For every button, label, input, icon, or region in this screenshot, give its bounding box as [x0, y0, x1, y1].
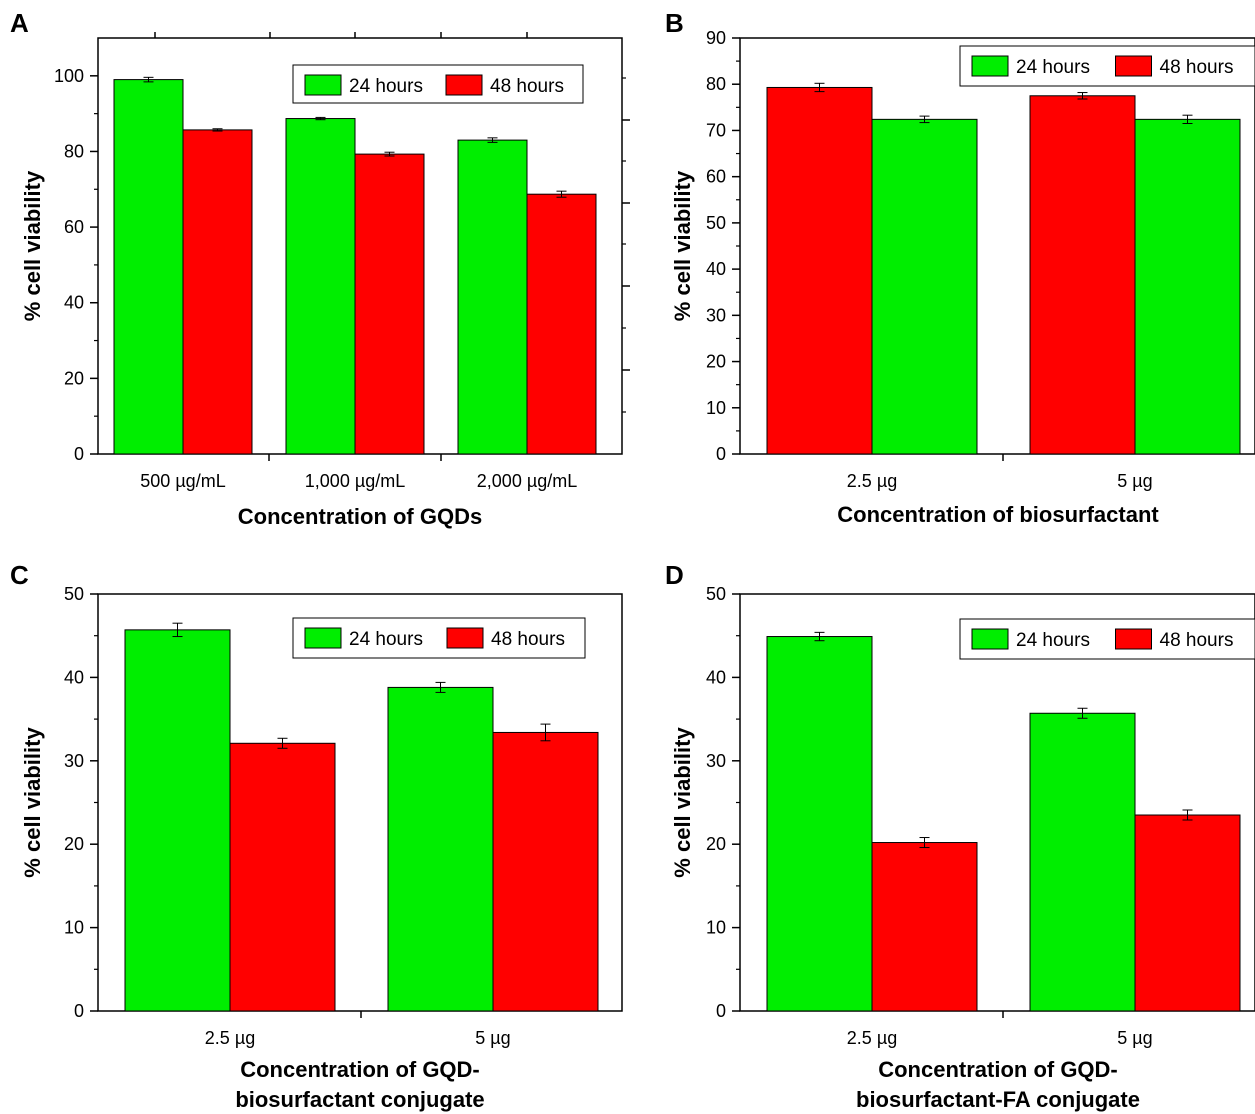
bar-48-hours-1 — [767, 87, 872, 454]
x-axis-label: Concentration of GQDs — [238, 504, 482, 529]
y-tick-label: 30 — [706, 305, 726, 325]
bar-24-hours-1 — [872, 119, 977, 454]
legend-swatch-48-hours — [446, 75, 482, 95]
y-tick-label: 40 — [64, 667, 84, 687]
legend-swatch-24-hours — [305, 628, 341, 648]
legend-label: 24 hours — [349, 629, 423, 650]
legend: 24 hours 48 hours — [960, 46, 1255, 86]
bar-48-hours-1 — [183, 130, 252, 454]
bar-48-hours-2 — [1030, 96, 1135, 454]
y-tick-label: 0 — [716, 1001, 726, 1021]
y-tick-label: 50 — [706, 584, 726, 604]
y-tick-label: 60 — [64, 217, 84, 237]
x-tick-label: 5 µg — [475, 1028, 510, 1048]
bar-24-hours-2 — [1135, 119, 1240, 454]
y-tick-label: 0 — [74, 1001, 84, 1021]
legend: 24 hours 48 hours — [293, 65, 583, 103]
bar-48-hours-1 — [230, 743, 335, 1011]
y-tick-label: 20 — [64, 834, 84, 854]
legend: 24 hours 48 hours — [960, 619, 1255, 659]
y-tick-label: 90 — [706, 28, 726, 48]
legend-swatch-48-hours — [447, 628, 483, 648]
y-axis-label: % cell viability — [20, 170, 45, 321]
y-tick-label: 40 — [706, 259, 726, 279]
legend-swatch-48-hours — [1116, 56, 1152, 76]
y-tick-label: 10 — [64, 918, 84, 938]
y-tick-label: 40 — [706, 667, 726, 687]
x-tick-label: 2.5 µg — [205, 1028, 255, 1048]
legend-label: 24 hours — [1016, 630, 1090, 651]
legend: 24 hours 48 hours — [293, 618, 585, 658]
bar-48-hours-3 — [527, 194, 596, 454]
y-tick-label: 80 — [64, 141, 84, 161]
panel-letter: C — [10, 560, 29, 590]
bar-24-hours-1 — [114, 80, 183, 454]
x-tick-label: 5 µg — [1117, 471, 1152, 491]
x-axis-label: Concentration of biosurfactant — [837, 502, 1159, 527]
legend-label: 24 hours — [349, 76, 423, 97]
bar-24-hours-2 — [286, 119, 355, 454]
legend-swatch-24-hours — [305, 75, 341, 95]
x-tick-label: 500 µg/mL — [140, 471, 225, 491]
y-axis-label: % cell viability — [670, 727, 695, 878]
y-tick-label: 50 — [64, 584, 84, 604]
legend-swatch-24-hours — [972, 56, 1008, 76]
bar-24-hours-1 — [125, 630, 230, 1011]
chart-panel-d: D 0 10 20 30 40 50 2.5 µg 5 µg Concentration of G… — [665, 560, 1255, 1112]
y-tick-label: 80 — [706, 74, 726, 94]
legend-label: 48 hours — [490, 76, 564, 97]
bar-48-hours-2 — [355, 154, 424, 454]
x-axis-label: Concentration of GQD-biosurfactant-FA co… — [856, 1057, 1140, 1112]
bar-48-hours-2 — [1135, 815, 1240, 1011]
bar-24-hours-2 — [388, 687, 493, 1011]
x-tick-label: 2.5 µg — [847, 471, 897, 491]
bar-48-hours-1 — [872, 843, 977, 1011]
y-tick-label: 20 — [706, 352, 726, 372]
legend-label: 24 hours — [1016, 57, 1090, 78]
legend-label: 48 hours — [1160, 630, 1234, 651]
x-tick-label: 2,000 µg/mL — [477, 471, 577, 491]
y-tick-label: 20 — [706, 834, 726, 854]
x-tick-label: 2.5 µg — [847, 1028, 897, 1048]
chart-panel-b: B 0 10 20 30 40 50 60 70 80 90 2.5 µg 5 µg Concentrat… — [665, 8, 1255, 527]
legend-swatch-48-hours — [1116, 629, 1152, 649]
y-tick-label: 40 — [64, 293, 84, 313]
bar-24-hours-3 — [458, 140, 527, 454]
y-axis-label: % cell viability — [670, 170, 695, 321]
y-tick-label: 100 — [54, 66, 84, 86]
legend-label: 48 hours — [491, 629, 565, 650]
y-tick-label: 20 — [64, 368, 84, 388]
legend-swatch-24-hours — [972, 629, 1008, 649]
x-tick-label: 5 µg — [1117, 1028, 1152, 1048]
y-tick-label: 60 — [706, 167, 726, 187]
y-tick-label: 50 — [706, 213, 726, 233]
bar-24-hours-1 — [767, 637, 872, 1011]
y-tick-label: 0 — [716, 444, 726, 464]
y-tick-label: 0 — [74, 444, 84, 464]
y-axis-label: % cell viability — [20, 727, 45, 878]
panel-letter: A — [10, 8, 29, 38]
chart-panel-c: C 0 10 20 30 40 50 2.5 µg 5 µg Concentration of G… — [10, 560, 622, 1112]
y-tick-label: 10 — [706, 398, 726, 418]
y-tick-label: 70 — [706, 120, 726, 140]
y-tick-label: 10 — [706, 918, 726, 938]
x-tick-label: 1,000 µg/mL — [305, 471, 405, 491]
chart-panel-a: A 0 20 40 60 80 100 500 µg/mL 1,000 µg/mL 2,000 µ… — [10, 8, 630, 529]
legend-label: 48 hours — [1160, 57, 1234, 78]
bar-48-hours-2 — [493, 732, 598, 1011]
panel-letter: D — [665, 560, 684, 590]
x-axis-label: Concentration of GQD-biosurfactant conju… — [235, 1057, 484, 1112]
panel-letter: B — [665, 8, 684, 38]
y-tick-label: 30 — [64, 751, 84, 771]
y-tick-label: 30 — [706, 751, 726, 771]
bar-24-hours-2 — [1030, 713, 1135, 1011]
